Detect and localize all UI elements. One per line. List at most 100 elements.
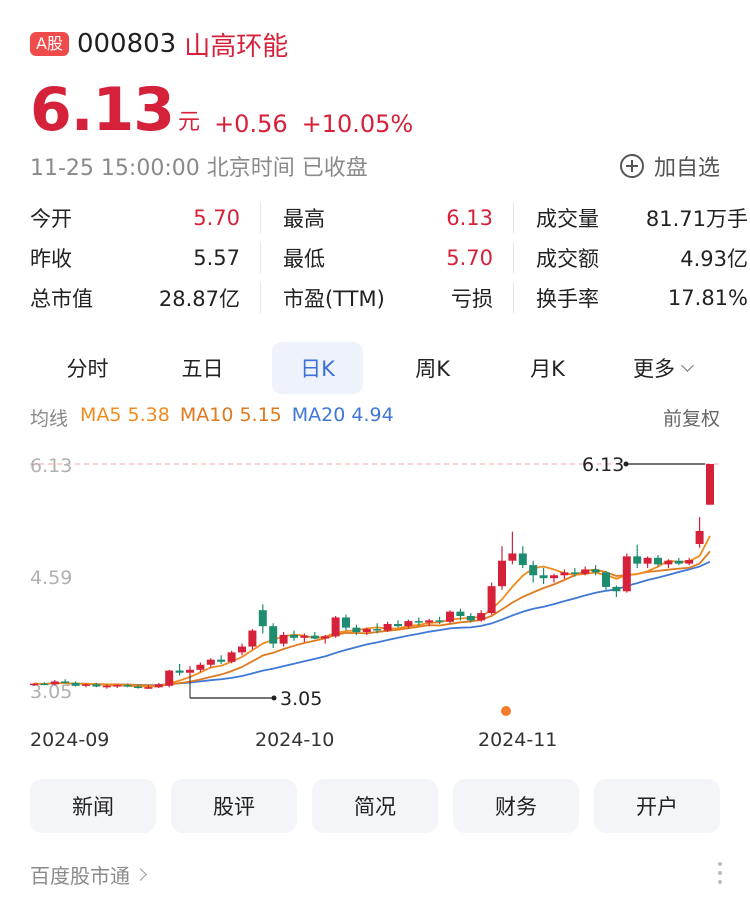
ma10-value: MA10 5.15 [179, 404, 282, 426]
candle-body [248, 630, 257, 647]
candle-body [290, 634, 298, 638]
candle-body [165, 670, 174, 686]
candle-body [498, 560, 506, 587]
kline-chart[interactable]: 6.13 4.59 3.05 2024-09 2024-10 2024-11 6.13 3.0… [0, 440, 750, 760]
ma5-value: MA5 5.38 [80, 404, 170, 426]
stat-market-cap: 总市值 28.87亿 [30, 283, 261, 313]
candle-body [123, 685, 132, 687]
ma5-line [33, 535, 711, 688]
stats-row: 总市值 28.87亿 市盈(TTM) 亏损 换手率 17.81% [30, 278, 750, 318]
adjust-toggle[interactable]: 前复权 [662, 408, 720, 430]
ma10-line [33, 550, 711, 687]
stat-value: 4.93亿 [680, 247, 748, 271]
price-change-pct: +10.05% [301, 110, 414, 138]
plus-circle-icon [619, 154, 644, 178]
candle-body [622, 556, 631, 592]
tab-intraday[interactable]: 分时 [66, 357, 109, 381]
candle-body [591, 569, 600, 573]
ma20-value: MA20 4.94 [291, 404, 394, 426]
candle-body [92, 684, 101, 687]
candle-body [134, 686, 142, 689]
candle-body [61, 681, 70, 683]
stat-label: 换手率 [536, 287, 599, 311]
open-account-button[interactable]: 开户 [594, 779, 720, 833]
stat-value: 亏损 [451, 287, 493, 311]
tab-weekly-k[interactable]: 周K [415, 357, 450, 381]
finance-button[interactable]: 财务 [453, 779, 579, 833]
chart-period-tabs: 分时 五日 日K 周K 月K 更多 [30, 342, 720, 394]
stat-low: 最低 5.70 [261, 243, 514, 273]
candle-body [154, 684, 163, 688]
stat-value: 17.81% [667, 286, 748, 310]
stat-label: 昨收 [30, 247, 72, 271]
stock-name: 山高环能 [184, 31, 289, 62]
chevron-down-icon [681, 358, 694, 372]
stock-header: A股 000803 山高环能 [30, 28, 289, 62]
candle-body [581, 569, 590, 574]
source-link-label: 百度股市通 [30, 864, 130, 888]
candle-body [144, 687, 153, 689]
candle-body [570, 572, 579, 574]
candle-body [82, 684, 90, 686]
candle-body [71, 682, 80, 686]
y-axis-label: 3.05 [30, 681, 72, 703]
stat-value: 5.70 [446, 246, 493, 270]
add-favorite-button[interactable]: 加自选 [619, 150, 720, 182]
candle-body [674, 560, 683, 564]
stat-value: 5.57 [193, 246, 240, 270]
stat-label: 最高 [283, 207, 325, 231]
candle-body [446, 611, 454, 622]
comments-button[interactable]: 股评 [171, 779, 297, 833]
candle-body [227, 652, 236, 662]
stat-high: 最高 6.13 [261, 203, 514, 233]
candle-body [550, 575, 558, 579]
y-axis-label: 4.59 [30, 567, 72, 589]
candle-body [685, 560, 694, 564]
candle-body [373, 629, 382, 631]
candle-body [383, 624, 392, 631]
tab-more-label: 更多 [633, 357, 676, 381]
tab-five-day[interactable]: 五日 [181, 357, 224, 381]
candle-body [643, 557, 652, 564]
chevron-right-icon [134, 868, 147, 881]
news-button[interactable]: 新闻 [30, 779, 156, 833]
candle-body [258, 610, 267, 627]
high-marker-dot [623, 461, 629, 467]
candle-body [342, 617, 350, 628]
trade-time: 11-25 15:00:00 北京时间 已收盘 [30, 156, 368, 181]
add-favorite-label: 加自选 [653, 156, 720, 181]
stat-label: 最低 [283, 247, 325, 271]
candle-body [508, 553, 517, 561]
more-vertical-icon[interactable] [718, 862, 722, 889]
candle-body [664, 560, 673, 565]
candle-body [394, 624, 402, 627]
tab-daily-k[interactable]: 日K [271, 342, 364, 394]
candle-body [102, 685, 111, 688]
low-marker-label: 3.05 [280, 688, 322, 710]
candle-body [321, 636, 330, 639]
candle-body [217, 659, 226, 662]
bottom-actions: 新闻 股评 简况 财务 开户 [30, 779, 720, 833]
candle-body [331, 617, 340, 637]
price-unit: 元 [178, 110, 201, 135]
candle-body [352, 627, 361, 632]
stat-label: 总市值 [30, 287, 93, 311]
candle-body [310, 635, 319, 639]
candle-body [487, 586, 496, 614]
tab-monthly-k[interactable]: 月K [530, 357, 565, 381]
candle-body [404, 621, 413, 627]
high-marker-label: 6.13 [582, 454, 624, 476]
tab-more[interactable]: 更多 [605, 342, 720, 394]
candle-body [529, 565, 538, 576]
candle-body [175, 670, 184, 673]
ma-label: 均线 [30, 408, 69, 430]
x-axis-label: 2024-11 [478, 729, 557, 751]
candle-body [269, 626, 278, 644]
candle-body [238, 646, 246, 653]
profile-button[interactable]: 简况 [312, 779, 438, 833]
source-link[interactable]: 百度股市通 [30, 860, 147, 889]
candle-body [539, 575, 548, 579]
stat-value: 28.87亿 [158, 287, 240, 311]
event-marker-dot[interactable] [501, 706, 511, 716]
candle-body [518, 553, 527, 566]
